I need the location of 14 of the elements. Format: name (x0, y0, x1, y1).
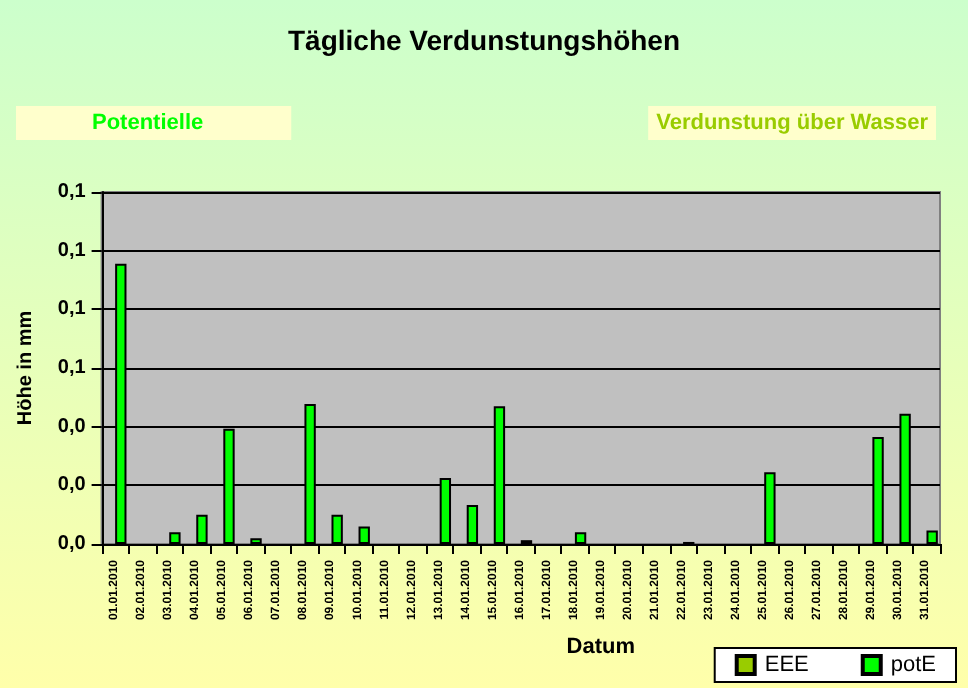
y-axis-title: Höhe in mm (15, 310, 37, 426)
text: Verdunstung über Wasser (656, 111, 930, 135)
y-tick-label: 0,1 (57, 357, 87, 379)
y-tick-label: 0,1 (57, 181, 87, 203)
y-tick-label: 0,0 (57, 415, 87, 438)
y-tick-label: 0,0 (57, 533, 87, 555)
y-tick-label: 0,1 (57, 298, 87, 321)
y-tick-label: 0,0 (57, 474, 87, 497)
legend-label: EEE (764, 653, 809, 677)
x-axis-title: Datum (566, 634, 636, 659)
legend-label: potE (890, 653, 937, 677)
y-tick-label: 0,1 (57, 239, 87, 262)
text: Potentielle (92, 111, 204, 135)
chart-title: Tägliche Verdunstungshöhen (287, 24, 681, 56)
